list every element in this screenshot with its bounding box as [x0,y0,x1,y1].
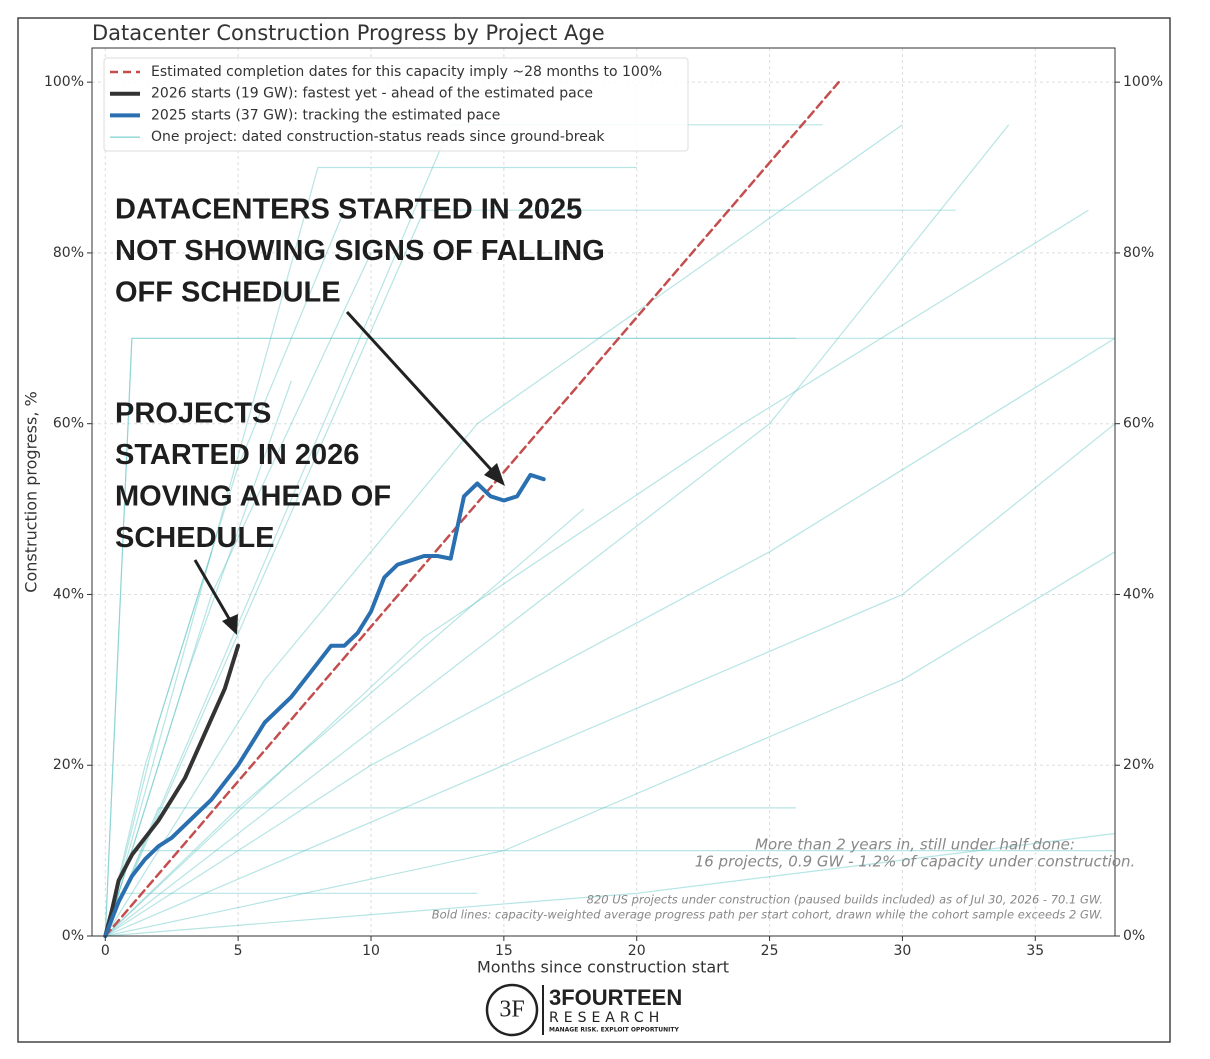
project-line [104,209,956,937]
legend-box [103,57,689,152]
project-line [104,252,372,937]
arrow [345,310,498,477]
footnote: 820 US projects under construction (paus… [587,893,1103,907]
y2-tick-label: 100% [1123,74,1163,90]
annotation: MOVING AHEAD OF [115,481,391,513]
note: 16 projects, 0.9 GW - 1.2% of capacity u… [695,853,1136,871]
series-line [104,80,840,938]
legend-label: Estimated completion dates for this capa… [151,64,662,80]
project-line [104,337,1115,937]
logo-name: 3FOURTEEN [549,985,682,1010]
note: More than 2 years in, still under half d… [755,836,1075,854]
y-tick-label: 40% [53,586,84,602]
x-tick-label: 25 [761,943,779,959]
annotation: PROJECTS [115,398,271,430]
y-tick-label: 20% [53,757,84,773]
axes-frame [91,47,1116,937]
y2-tick-label: 20% [1123,757,1154,773]
frame [17,17,1171,1043]
project-line [104,209,1089,937]
y2-tick-label: 60% [1123,416,1154,432]
project-line [105,832,1116,937]
arrowhead [222,614,238,635]
logo: 3F 3FOURTEEN RESEARCH MANAGE RISK. EXPLO… [485,983,682,1037]
y-tick-label: 100% [44,74,84,90]
footnote: Bold lines: capacity-weighted average pr… [432,908,1103,922]
x-tick-label: 5 [234,943,243,959]
project-line [104,209,345,937]
arrow [193,559,233,623]
project-line [105,423,1116,937]
project-line [104,508,584,937]
legend-label: 2025 starts (37 GW): tracking the estima… [151,107,500,123]
project-line [104,124,903,937]
x-tick-label: 0 [101,943,110,959]
project-line [104,166,637,937]
x-tick-label: 10 [362,943,380,959]
x-tick-label: 35 [1026,943,1044,959]
annotation: SCHEDULE [115,522,275,554]
project-line [104,124,1010,937]
annotations: DATACENTERS STARTED IN 2025 NOT SHOWING S… [115,194,605,555]
series-line [103,472,546,938]
arrowhead [484,463,505,486]
y-axis-label: Construction progress, % [22,391,41,592]
legend-label: 2026 starts (19 GW): fastest yet - ahead… [151,86,593,102]
y-tick-label: 60% [53,416,84,432]
project-line [105,551,1116,937]
logo-sub: RESEARCH [549,1010,664,1026]
x-tick-label: 20 [628,943,646,959]
series-line [103,643,241,938]
y2-tick-label: 80% [1123,245,1154,261]
annotation: STARTED IN 2026 [115,439,359,471]
annotation: NOT SHOWING SIGNS OF FALLING [115,235,605,267]
logo-ring [485,983,539,1037]
annotation: DATACENTERS STARTED IN 2025 [115,194,582,226]
plot-area [92,48,1116,938]
y2-tick-label: 0% [1123,928,1145,944]
x-axis-label: Months since construction start [477,958,729,977]
project-line [104,337,797,937]
project-line [104,380,292,937]
y-tick-label: 0% [62,928,84,944]
legend: Estimated completion dates for this capa… [103,57,689,152]
logo-mark: 3F [499,997,524,1023]
legend-label: One project: dated construction-status r… [151,129,605,145]
chart-title: Datacenter Construction Progress by Proj… [92,21,605,45]
annotation: OFF SCHEDULE [115,277,341,309]
project-line [104,337,1116,937]
y2-tick-label: 40% [1123,586,1154,602]
y-tick-label: 80% [53,245,84,261]
logo-tagline: MANAGE RISK. EXPLOIT OPPORTUNITY [549,1027,679,1034]
x-tick-label: 15 [495,943,513,959]
x-tick-label: 30 [894,943,912,959]
